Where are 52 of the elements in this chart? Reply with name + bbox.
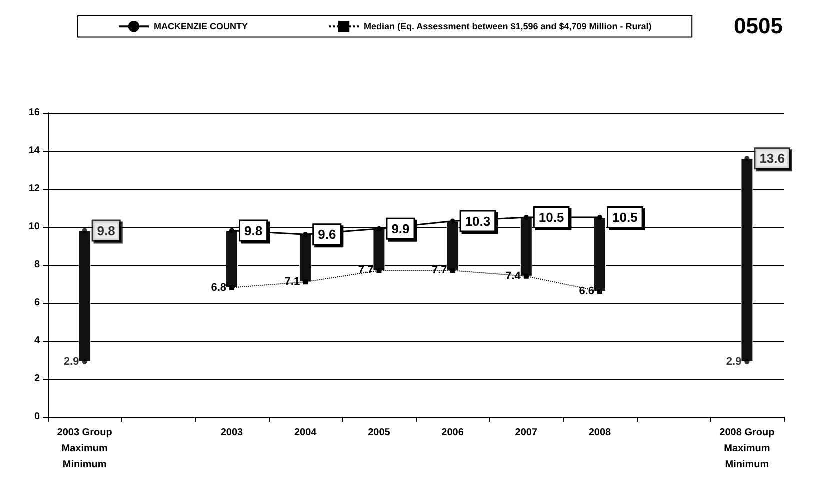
data-label: 9.8 — [244, 223, 263, 238]
x-tick-label: 2005 — [368, 428, 391, 438]
data-label: 7.7 — [358, 264, 374, 277]
point — [598, 289, 602, 294]
data-label: 7.1 — [284, 276, 300, 288]
point — [598, 215, 602, 220]
data-label: 9.8 — [97, 223, 116, 238]
point — [524, 274, 529, 279]
data-label: 7.7 — [432, 264, 448, 277]
point — [230, 228, 234, 234]
point — [230, 285, 234, 290]
data-label: 2.9 — [726, 356, 742, 368]
chart-title: 0505 — [734, 14, 784, 38]
data-label: 10.5 — [612, 210, 638, 225]
legend-label: MACKENZIE COUNTY — [154, 22, 248, 32]
data-label: 9.6 — [318, 227, 336, 242]
point — [450, 218, 456, 224]
data-label: 10.3 — [465, 214, 491, 229]
data-label: 9.9 — [392, 221, 410, 236]
x-tick-label: 2008 — [588, 428, 612, 438]
data-label: 6.8 — [211, 282, 226, 294]
y-tick-label: 4 — [34, 336, 40, 346]
y-tick-label: 2 — [34, 374, 40, 384]
point — [303, 232, 308, 238]
x-tick-label: 2004 — [294, 428, 318, 438]
x-tick-label: 2003 — [220, 428, 244, 438]
data-label: 13.6 — [760, 151, 786, 166]
point — [303, 280, 308, 285]
data-label: 10.5 — [538, 210, 564, 225]
data-label: 6.6 — [579, 286, 594, 298]
y-tick-label: 10 — [28, 222, 40, 232]
y-tick-label: 8 — [34, 260, 40, 270]
legend-label: Median (Eq. Assessment between $1,596 and $4,709 Million - Rural) — [364, 22, 652, 32]
x-tick-label: 2008 Group Maximum Minimum — [720, 428, 775, 470]
point — [376, 268, 382, 274]
point — [82, 228, 88, 234]
y-tick-label: 0 — [34, 412, 40, 422]
y-tick-label: 6 — [34, 298, 40, 308]
data-label: 2.9 — [64, 356, 80, 368]
x-tick-label: 2007 — [515, 428, 538, 438]
point — [450, 268, 456, 274]
point — [744, 156, 750, 162]
x-tick-label: 2003 Group Maximum Minimum — [57, 428, 112, 470]
y-tick-label: 14 — [28, 146, 40, 156]
data-label: 7.4 — [506, 270, 522, 282]
point — [376, 226, 382, 232]
y-tick-label: 12 — [28, 184, 40, 194]
point — [744, 359, 750, 364]
point — [524, 215, 529, 220]
point — [82, 359, 88, 364]
x-tick-label: 2006 — [442, 428, 464, 438]
y-tick-label: 16 — [28, 108, 40, 118]
